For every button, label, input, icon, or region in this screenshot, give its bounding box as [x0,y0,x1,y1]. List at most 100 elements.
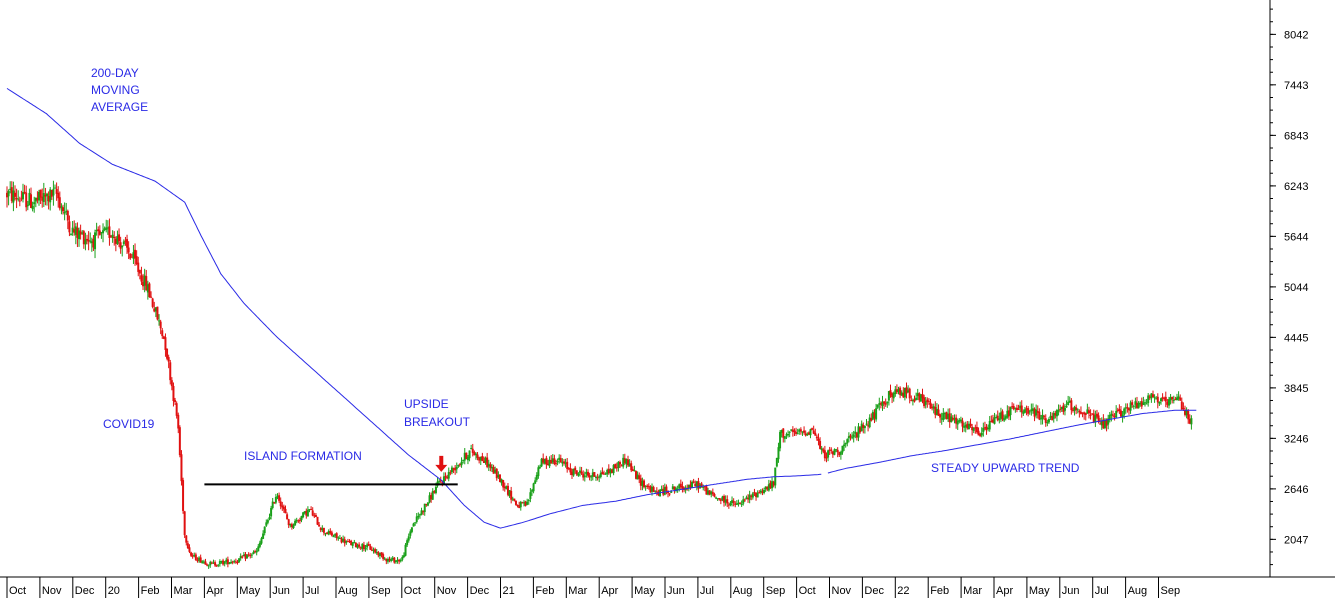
candle-body [463,452,466,461]
candle-body [1142,402,1145,405]
candle-body [1038,411,1041,420]
candle-body [348,541,351,543]
candle-body [860,423,863,432]
candle-body [455,466,458,470]
candle-body [407,536,410,541]
candle-body [876,404,879,408]
candle-body [332,536,335,538]
candle-body [233,561,236,563]
candle-body [346,541,349,543]
candle-body [431,491,434,500]
candle-body [542,458,545,463]
candle-body [292,525,295,528]
candle-body [82,231,85,245]
candle-body [1068,400,1071,403]
candle-body [1052,413,1055,419]
candle-body [225,559,228,562]
x-tick-label: Jun [272,585,290,597]
candle-body [398,559,401,562]
candle-body [1028,411,1031,413]
candle-body [1147,395,1150,404]
candle-body [1062,405,1065,412]
candle-body [55,189,58,194]
candle-body [721,496,724,500]
candle-body [450,467,453,473]
candle-body [172,385,175,401]
candle-body [471,448,474,453]
candle-body [294,520,297,526]
candle-body [201,561,204,564]
candle-body [578,470,581,473]
candle-body [423,503,426,513]
candle-body [145,276,148,291]
x-tick-label: Aug [1128,585,1148,597]
candle-body [1177,396,1180,399]
candle-body [481,456,484,462]
candle-body [140,275,143,282]
candle-body [1075,407,1078,410]
candle-body [823,450,826,459]
candle-body [819,441,822,449]
candle-body [415,516,418,522]
candle-body [753,492,756,494]
candle-body [214,562,217,566]
candle-body [286,514,289,520]
candle-body [23,191,26,194]
candle-body [670,490,673,493]
candle-body [844,443,847,445]
candle-body [1131,402,1134,405]
candle-body [58,197,61,209]
candle-body [1139,402,1142,405]
candle-body [206,564,209,566]
candle-body [231,561,234,563]
candle-body [234,561,237,563]
candle-body [119,242,122,249]
candle-body [948,413,951,423]
candle-body [951,417,954,420]
candle-body [655,491,658,493]
y-axis: 8042 7443 6843 6243 5644 5044 4445 3845 3246 2646… [1269,0,1308,577]
candle-body [1102,419,1105,429]
candle-body [625,458,628,464]
candle-body [815,436,818,439]
candle-body [478,457,481,461]
candle-body [246,555,249,559]
candle-body [378,553,381,557]
x-tick-label: Mar [568,585,587,597]
candle-body [921,394,924,399]
x-tick-label: Jul [1095,585,1109,597]
candle-body [446,476,449,479]
candle-body [793,430,796,433]
candle-body [879,403,882,405]
candle-body [979,434,982,436]
candle-body [839,452,842,455]
candle-body [535,474,538,480]
candle-body [303,511,306,514]
candle-body [604,473,607,475]
candle-body [1175,397,1178,401]
candle-body [662,488,665,495]
candle-body [1169,397,1172,401]
candle-body [442,476,445,484]
x-tick-label: Jul [305,585,319,597]
candle-body [159,321,162,329]
candle-body [1113,416,1116,418]
candle-body [1155,398,1158,400]
candle-body [284,508,287,514]
candle-body [649,486,652,493]
x-tick-label: Dec [470,585,490,597]
candle-body [606,469,609,475]
candle-body [889,390,892,396]
candle-body [49,189,52,203]
candle-body [1030,409,1033,412]
candle-body [1137,402,1140,409]
candle-body [498,474,501,483]
candle-body [756,492,759,498]
candle-body [679,483,682,488]
candle-body [18,200,21,202]
candle-body [806,433,809,436]
candle-body [369,545,372,550]
candle-body [258,542,261,547]
candle-body [771,481,774,489]
candle-body [1091,413,1094,415]
